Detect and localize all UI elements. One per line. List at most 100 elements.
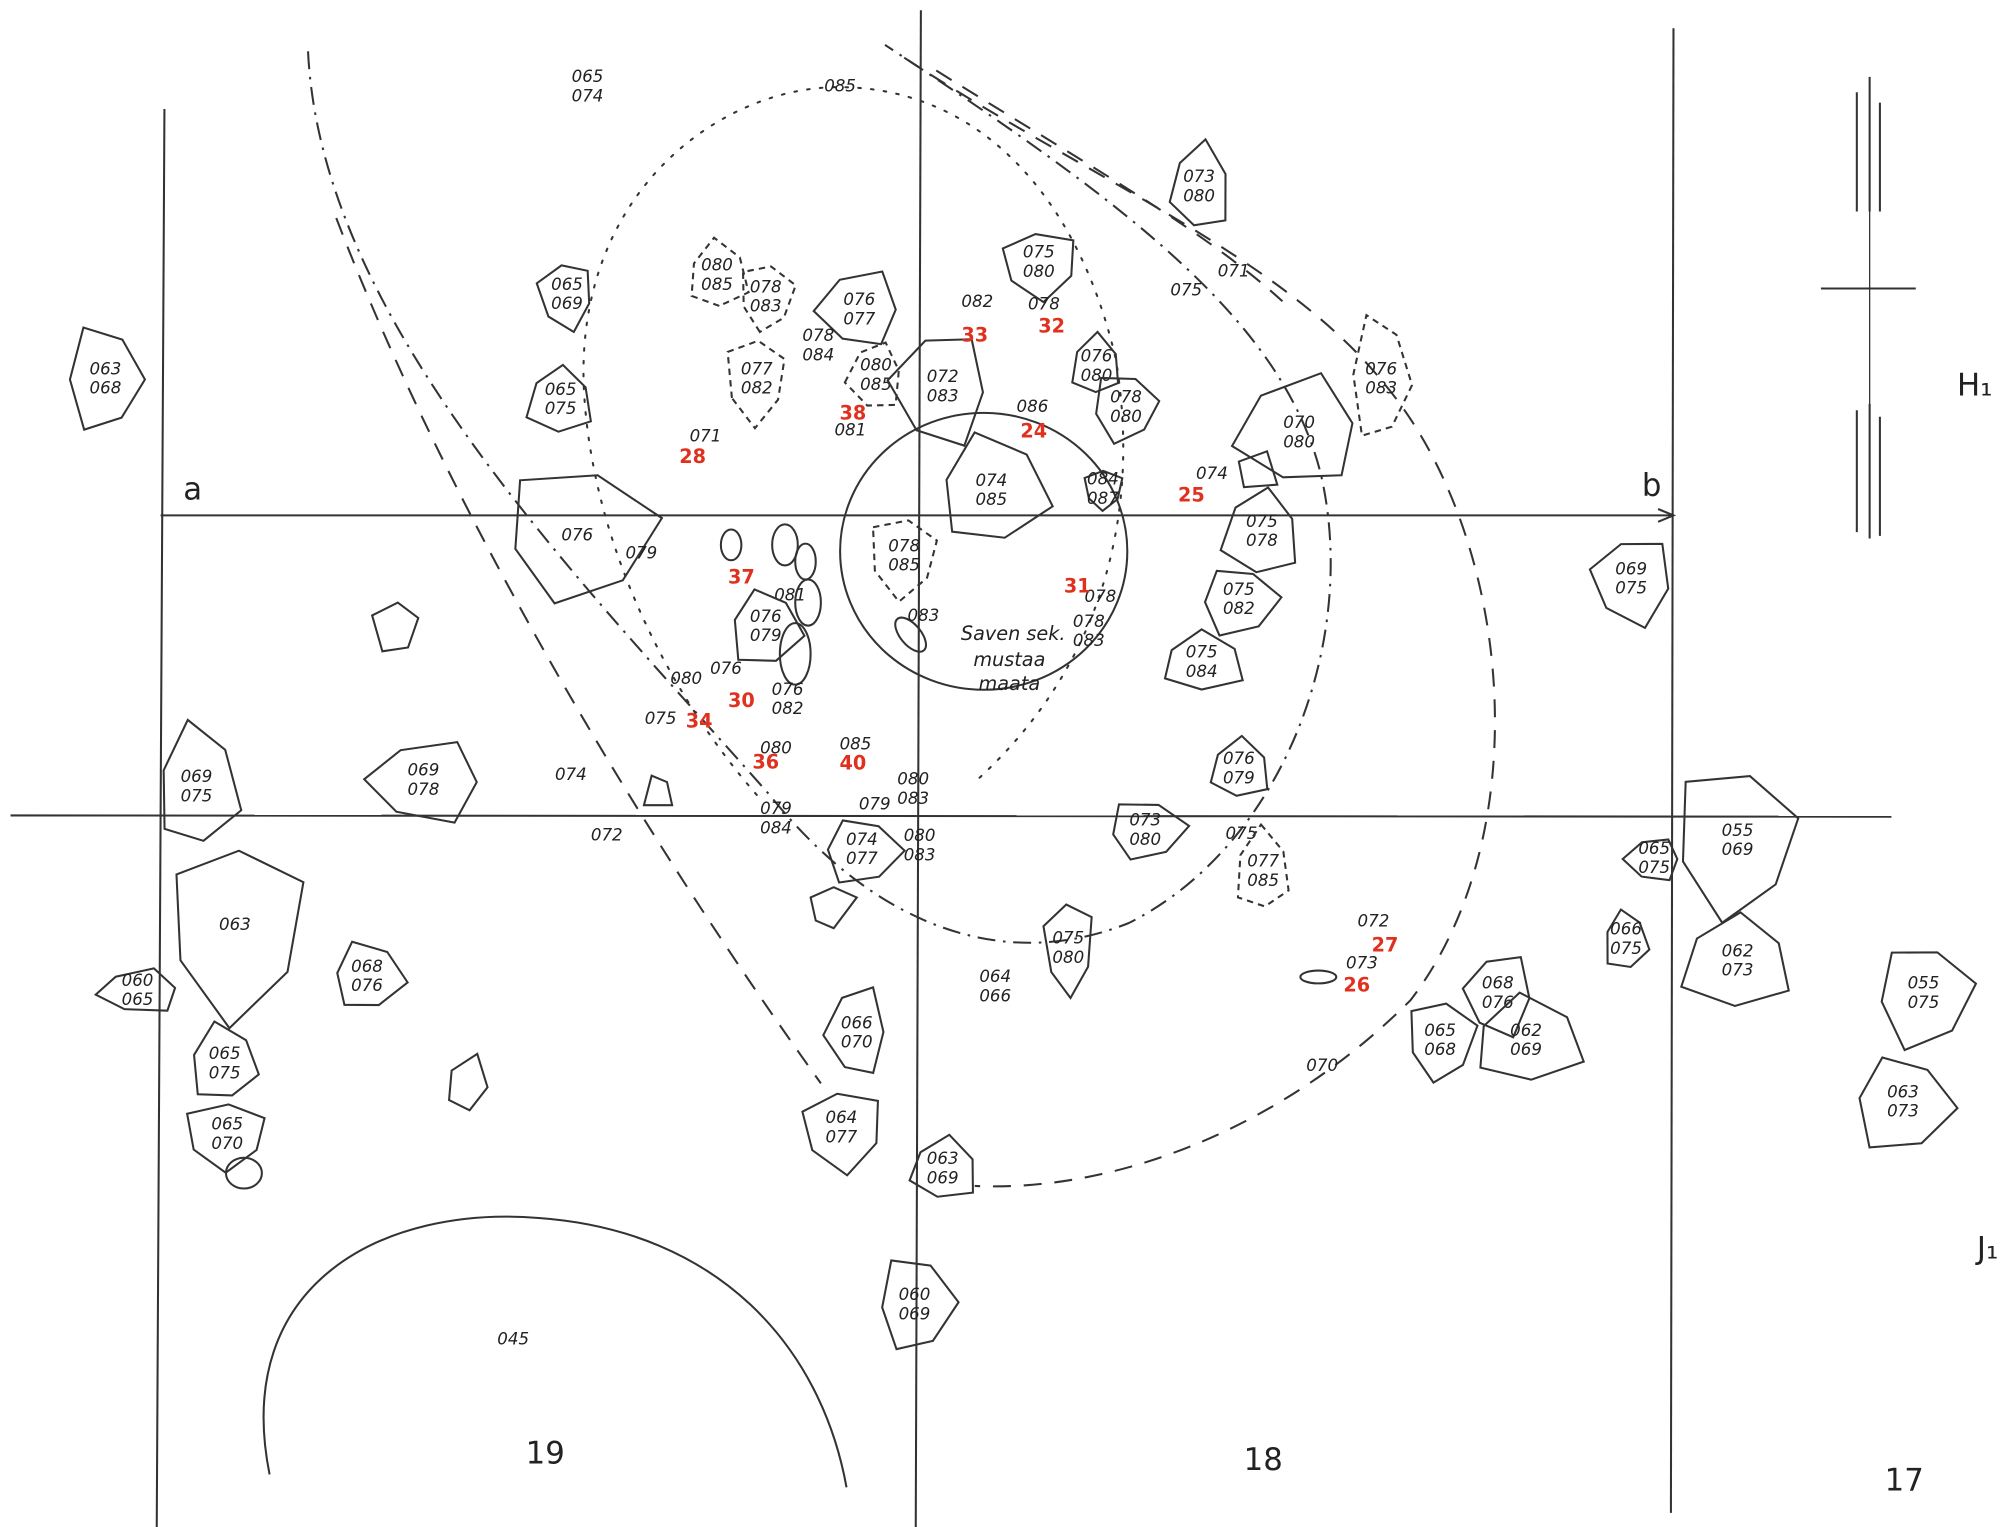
level-label: 065 — [1424, 1021, 1456, 1040]
level-label: 079 — [760, 799, 792, 818]
note: maata — [979, 672, 1041, 695]
note: Saven sek. — [961, 622, 1066, 645]
stone — [447, 1052, 489, 1112]
stone-outline — [1071, 330, 1120, 394]
level-label: 070 — [211, 1134, 243, 1153]
level-label: 079 — [859, 795, 891, 814]
level-label: 065 — [545, 380, 577, 399]
stone-outline — [1621, 838, 1679, 882]
level-label: 081 — [774, 586, 806, 605]
arrow-head — [1657, 508, 1677, 523]
dash-dot-outline — [307, 44, 1332, 944]
level-label: 080 — [760, 738, 792, 757]
level-label: 085 — [860, 375, 892, 394]
stone-outline — [871, 519, 939, 604]
level-label: 078 — [1073, 612, 1105, 631]
level-label: 076 — [1223, 749, 1255, 768]
level-label: 076 — [351, 976, 383, 995]
level-label: 083 — [897, 789, 929, 808]
level-label: 080 — [1023, 262, 1055, 281]
level-label: 045 — [497, 1329, 529, 1348]
level-label: 082 — [741, 379, 773, 398]
stone — [642, 774, 674, 807]
find-number: 27 — [1372, 934, 1399, 957]
dashed-outline — [903, 56, 1496, 1188]
level-label: 063 — [1887, 1083, 1919, 1102]
level-label: 080 — [1110, 407, 1142, 426]
level-label: 083 — [1365, 379, 1397, 398]
stone-outline — [1588, 542, 1670, 630]
level-label: 065 — [209, 1044, 241, 1063]
stone — [809, 886, 859, 930]
stone-outline — [812, 270, 897, 346]
level-label: 073 — [1887, 1102, 1919, 1121]
level-label: 084 — [760, 818, 792, 837]
level-label: 083 — [908, 606, 940, 625]
level-label: 076 — [710, 659, 742, 678]
level-label: 064 — [825, 1108, 857, 1127]
level-label: 087 — [1087, 489, 1119, 508]
level-label: 079 — [1223, 768, 1255, 787]
stone-outline — [1163, 628, 1244, 691]
stone-outline — [908, 1133, 974, 1198]
level-label: 069 — [408, 761, 440, 780]
level-label: 080 — [701, 256, 733, 275]
level-label: 055 — [1722, 821, 1754, 840]
hatched-stones — [719, 523, 1338, 985]
level-label: 070 — [1283, 413, 1315, 432]
level-label: 080 — [1052, 948, 1084, 967]
stone-outline — [68, 326, 147, 431]
stone-outline — [1880, 951, 1978, 1052]
stone-outline — [1203, 569, 1283, 637]
stone-outline — [175, 849, 305, 1030]
level-label: 065 — [1638, 839, 1670, 858]
level-label: 076 — [1482, 993, 1514, 1012]
stone-outline — [192, 1020, 261, 1097]
inner-pit — [839, 411, 1129, 691]
level-label: 065 — [122, 990, 154, 1009]
level-label: 072 — [1358, 911, 1390, 930]
stone-outline — [726, 339, 786, 430]
stone-outline — [1606, 908, 1651, 969]
stone-outline — [690, 236, 750, 308]
level-label: 076 — [1081, 347, 1113, 366]
level-label: 073 — [1346, 954, 1378, 973]
level-label: 083 — [750, 297, 782, 316]
square-number: 18 — [1244, 1442, 1283, 1478]
level-label: 063 — [90, 359, 122, 378]
level-label: 065 — [551, 275, 583, 294]
level-label: 075 — [645, 709, 677, 728]
find-number: 28 — [679, 445, 706, 468]
grid-line — [10, 814, 1892, 818]
level-label: 083 — [927, 386, 959, 405]
level-label: 083 — [1073, 631, 1105, 650]
level-label: 078 — [888, 536, 920, 555]
level-label: 069 — [1722, 840, 1754, 859]
stone-outline — [1112, 803, 1191, 861]
level-label: 077 — [1247, 852, 1279, 871]
stone-outline — [733, 588, 806, 662]
level-label: 077 — [846, 849, 878, 868]
level-label: 062 — [1722, 941, 1754, 960]
stone-outline — [362, 740, 478, 824]
stone-outline — [1236, 822, 1290, 908]
level-label: 072 — [591, 825, 623, 844]
level-label: 078 — [802, 326, 834, 345]
level-label: 072 — [927, 367, 959, 386]
level-label: 079 — [750, 626, 782, 645]
stone-outline — [1001, 233, 1075, 304]
level-label: 086 — [1017, 397, 1049, 416]
note: mustaa — [973, 648, 1045, 671]
level-label: 075 — [1908, 993, 1940, 1012]
stone-outline — [742, 265, 797, 334]
level-label: 074 — [572, 86, 604, 105]
level-label: 075 — [1223, 580, 1255, 599]
level-label: 070 — [841, 1033, 873, 1052]
level-label: 083 — [904, 845, 936, 864]
level-label: 074 — [975, 471, 1007, 490]
stone-outline — [93, 967, 177, 1012]
section-label: a — [183, 472, 202, 508]
level-label: 069 — [551, 294, 583, 313]
find-number: 32 — [1038, 314, 1065, 337]
